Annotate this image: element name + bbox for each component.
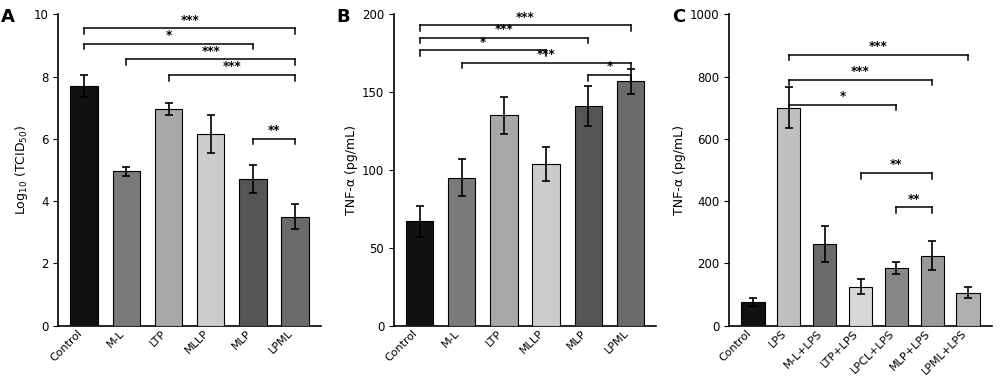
Text: ***: *** [222, 60, 241, 74]
Y-axis label: TNF-α (pg/mL): TNF-α (pg/mL) [345, 125, 358, 215]
Bar [239, 179, 267, 326]
Text: A: A [1, 8, 15, 26]
Bar [197, 134, 224, 326]
Text: *: * [165, 29, 172, 42]
Bar [448, 178, 475, 326]
Text: C: C [672, 8, 685, 26]
Bar [813, 244, 836, 326]
Bar [113, 171, 140, 326]
Bar [281, 217, 309, 326]
Text: **: ** [268, 124, 280, 137]
Text: *: * [480, 35, 486, 49]
Bar [885, 268, 908, 326]
Bar [70, 86, 98, 326]
Text: ***: *** [851, 65, 870, 78]
Bar [155, 109, 182, 326]
Text: ***: *** [869, 40, 888, 53]
Bar [532, 164, 560, 326]
Bar [921, 256, 944, 326]
Bar [406, 221, 433, 326]
Text: ***: *** [180, 14, 199, 27]
Text: *: * [839, 90, 846, 103]
Text: ***: *** [516, 11, 534, 23]
Text: **: ** [908, 193, 921, 206]
Bar [490, 116, 518, 326]
Text: *: * [606, 60, 613, 74]
Text: ***: *** [201, 45, 220, 58]
Text: ***: *** [537, 48, 556, 61]
Y-axis label: Log$_{10}$ (TCID$_{50}$): Log$_{10}$ (TCID$_{50}$) [13, 125, 30, 215]
Bar [575, 106, 602, 326]
Y-axis label: TNF-α (pg/mL): TNF-α (pg/mL) [673, 125, 686, 215]
Text: ***: *** [495, 23, 513, 36]
Text: B: B [336, 8, 350, 26]
Bar [849, 286, 872, 326]
Text: **: ** [890, 159, 903, 171]
Bar [956, 293, 980, 326]
Bar [741, 302, 765, 326]
Bar [617, 81, 644, 326]
Bar [777, 108, 800, 326]
